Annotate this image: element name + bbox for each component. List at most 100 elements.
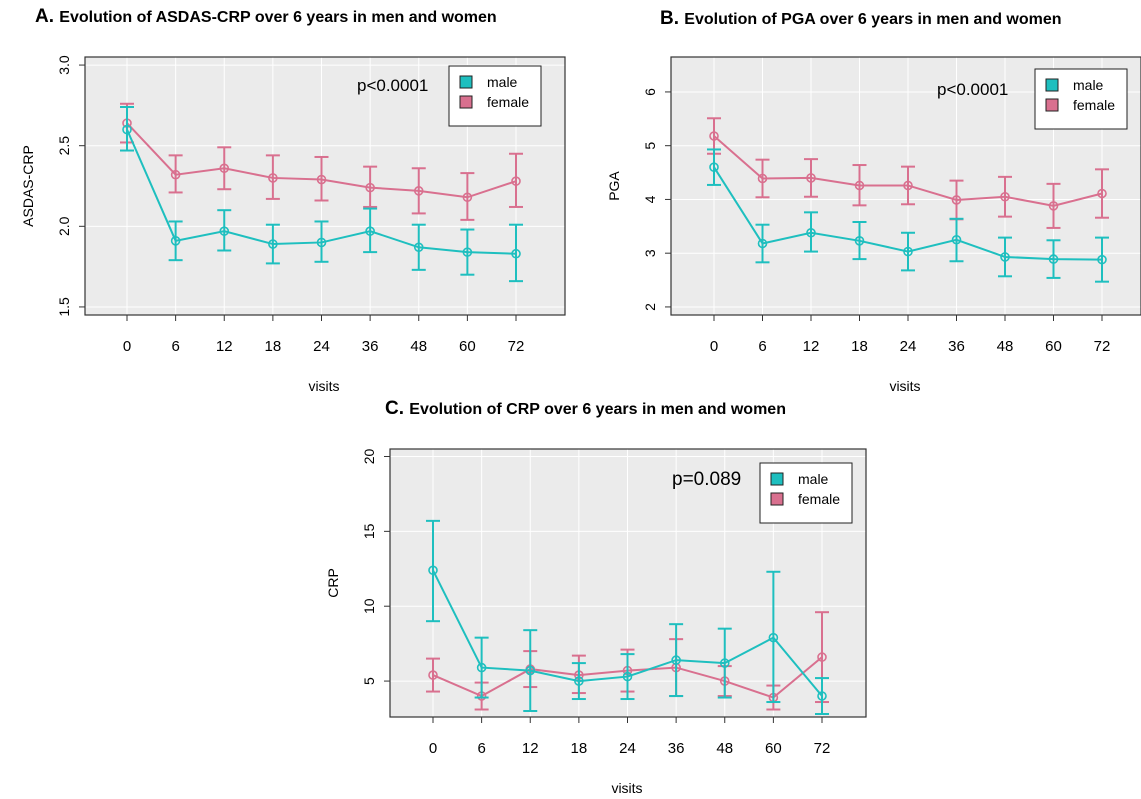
- data-point: [462, 192, 473, 203]
- data-point: [757, 173, 768, 184]
- data-point: [574, 676, 584, 686]
- data-point: [622, 671, 633, 682]
- panel-letter: A.: [35, 6, 59, 27]
- x-tick-label: 0: [710, 338, 718, 355]
- data-point: [365, 182, 375, 193]
- x-tick-label: 48: [410, 338, 427, 355]
- data-point: [1048, 201, 1059, 211]
- x-tick-label: 60: [459, 338, 476, 355]
- data-point: [316, 174, 327, 185]
- chart-panel-b: B. Evolution of PGA over 6 years in men …: [606, 8, 1141, 394]
- x-axis-label: visits: [889, 378, 920, 394]
- data-point: [817, 691, 827, 701]
- legend-swatch-female: [459, 95, 473, 109]
- y-tick-label: 2: [642, 303, 658, 311]
- panel-title-text: Evolution of PGA over 6 years in men and…: [684, 11, 1061, 28]
- legend-label-female: female: [798, 491, 840, 507]
- x-tick-label: 12: [522, 740, 539, 757]
- data-point: [413, 186, 424, 196]
- series-line: [126, 129, 517, 255]
- data-point: [671, 655, 681, 665]
- y-tick-label: 1.5: [56, 297, 72, 317]
- data-point: [1000, 191, 1010, 202]
- x-tick-label: 0: [123, 338, 131, 355]
- legend-label-male: male: [798, 471, 829, 487]
- data-point: [768, 632, 779, 643]
- y-axis-label: ASDAS-CRP: [20, 145, 36, 227]
- series-line: [713, 135, 1103, 207]
- panel-title: C. Evolution of CRP over 6 years in men …: [385, 398, 786, 419]
- x-tick-label: 6: [171, 338, 179, 355]
- data-point: [951, 234, 962, 245]
- data-point: [719, 658, 730, 668]
- x-tick-label: 6: [477, 740, 485, 757]
- y-tick-label: 5: [361, 677, 377, 685]
- p-value-annotation: p<0.0001: [937, 80, 1008, 99]
- x-tick-label: 24: [313, 338, 330, 355]
- legend-swatch-male: [1045, 78, 1059, 92]
- data-point: [817, 652, 827, 662]
- x-tick-label: 18: [265, 338, 282, 355]
- y-tick-label: 10: [361, 598, 377, 614]
- data-point: [219, 226, 230, 236]
- y-axis-label: PGA: [606, 171, 622, 201]
- legend-swatch-female: [1045, 98, 1059, 112]
- p-value-annotation: p=0.089: [672, 469, 741, 490]
- x-tick-label: 72: [1094, 338, 1111, 355]
- x-tick-label: 0: [429, 740, 437, 757]
- data-point: [1000, 252, 1010, 262]
- data-point: [511, 176, 521, 186]
- legend-swatch-male: [770, 472, 784, 486]
- data-point: [757, 238, 768, 249]
- legend-label-female: female: [1073, 97, 1115, 113]
- legend-swatch-male: [459, 75, 473, 89]
- x-axis-label: visits: [308, 378, 339, 394]
- series-line: [126, 122, 517, 199]
- plot-frame: [670, 56, 1141, 316]
- panel-title-text: Evolution of ASDAS-CRP over 6 years in m…: [59, 9, 496, 26]
- x-tick-label: 72: [508, 338, 525, 355]
- y-tick-label: 4: [642, 195, 658, 203]
- data-point: [1097, 254, 1107, 265]
- y-tick-label: 6: [642, 88, 658, 96]
- data-point: [903, 246, 913, 257]
- plot-frame: [84, 56, 566, 316]
- series-female: [707, 117, 1109, 229]
- data-point: [806, 227, 816, 238]
- x-tick-label: 36: [362, 338, 379, 355]
- x-tick-label: 24: [900, 338, 917, 355]
- series-male: [426, 519, 829, 716]
- series-line: [432, 569, 823, 697]
- legend-label-male: male: [1073, 77, 1104, 93]
- y-tick-label: 5: [642, 142, 658, 150]
- y-tick-label: 2.0: [56, 216, 72, 236]
- data-point: [806, 173, 816, 183]
- x-tick-label: 18: [571, 740, 588, 757]
- data-point: [709, 162, 719, 172]
- y-tick-label: 3: [642, 249, 658, 257]
- p-value-annotation: p<0.0001: [357, 76, 428, 95]
- legend-label-female: female: [487, 94, 529, 110]
- panel-title: B. Evolution of PGA over 6 years in men …: [660, 8, 1062, 29]
- panel-title-text: Evolution of CRP over 6 years in men and…: [409, 401, 786, 418]
- legend: male female: [448, 65, 542, 127]
- data-point: [316, 237, 327, 248]
- panel-letter: C.: [385, 398, 409, 419]
- x-tick-label: 36: [668, 740, 685, 757]
- data-point: [511, 248, 521, 259]
- data-point: [854, 180, 865, 191]
- data-point: [122, 124, 132, 135]
- data-point: [268, 239, 278, 249]
- chart-panel-c: C. Evolution of CRP over 6 years in men …: [325, 398, 867, 796]
- legend: male female: [1034, 68, 1128, 130]
- x-tick-label: 6: [758, 338, 766, 355]
- data-point: [709, 131, 719, 141]
- data-point: [170, 169, 181, 180]
- series-male: [120, 105, 523, 283]
- data-point: [170, 236, 181, 246]
- x-axis-label: visits: [611, 780, 642, 796]
- data-point: [476, 662, 487, 673]
- x-tick-label: 12: [803, 338, 820, 355]
- x-tick-label: 12: [216, 338, 233, 355]
